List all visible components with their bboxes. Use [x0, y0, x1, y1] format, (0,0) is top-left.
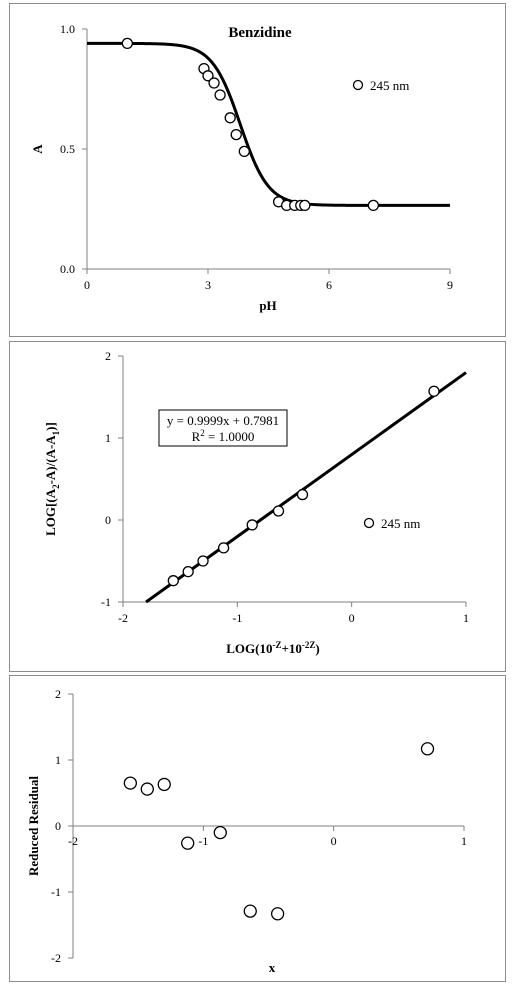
data-point: [224, 112, 236, 124]
x-axis-label: x: [269, 960, 276, 975]
x-tick-label: 0: [331, 834, 337, 848]
x-tick-label: 0: [84, 278, 90, 292]
data-point: [181, 836, 195, 850]
data-point: [197, 555, 209, 567]
data-point: [428, 385, 440, 397]
y-axis-label: Reduced Residual: [26, 776, 41, 876]
equation-line-2-part: = 1.0000: [205, 429, 255, 444]
data-point: [202, 70, 214, 82]
y-tick-label: 1: [105, 431, 111, 445]
data-point: [243, 904, 257, 918]
equation-line-2-part: 2: [200, 428, 205, 438]
legend-marker: [363, 517, 375, 529]
legend-marker: [352, 79, 364, 91]
data-point: [213, 825, 227, 840]
equation-line-2: R2 = 1.0000: [192, 428, 255, 444]
data-point: [140, 782, 154, 796]
y-tick-label: -1: [101, 595, 111, 609]
x-axis-label-part: -Z: [272, 640, 281, 650]
x-tick-label: -1: [232, 611, 242, 625]
data-point: [270, 907, 285, 921]
y-tick-label: 2: [105, 349, 111, 363]
y-tick-label: -1: [51, 885, 61, 899]
data-point: [157, 777, 171, 792]
data-point: [123, 776, 137, 790]
data-point: [217, 542, 230, 554]
x-tick-label: -2: [118, 611, 128, 625]
y-tick-label: 0.0: [60, 262, 75, 276]
y-tick-label: 0: [55, 819, 61, 833]
data-point: [167, 575, 179, 587]
y-axis-label-part: LOG[(A: [43, 488, 58, 536]
x-axis-label-part: ): [315, 641, 319, 656]
data-point: [208, 77, 220, 89]
equation-box: [158, 409, 288, 447]
data-point: [121, 37, 133, 50]
data-point: [246, 519, 258, 531]
y-axis-label-part: )]: [43, 422, 58, 431]
panel-benzidine-absorbance: 0 3 6 9 0.0 0.5 1.0 Benzidine 245 nm pH A: [9, 3, 506, 337]
equation-line-1: y = 0.9999x + 0.7981: [167, 413, 279, 428]
y-tick-label: 0.5: [60, 142, 75, 156]
fit-curve: [87, 41, 450, 207]
panel-log-linearization: -2 -1 0 1 -1 0 1 2 y = 0.9999x + 0.7981 R2 = 1.00…: [9, 341, 506, 672]
data-point: [367, 199, 380, 212]
y-axis-label-part: -A)/(A-A: [43, 435, 58, 485]
data-point: [214, 89, 226, 101]
x-tick-label: 9: [447, 278, 453, 292]
data-point: [182, 566, 194, 578]
data-point: [238, 145, 250, 158]
equation-line-2-part: R: [192, 429, 201, 444]
legend-label: 245 nm: [370, 78, 409, 93]
x-tick-label: 3: [205, 278, 211, 292]
x-tick-label: 6: [326, 278, 332, 292]
x-axis-label-part: LOG(10: [226, 641, 272, 656]
x-tick-label: -1: [198, 834, 208, 848]
x-axis-label-part: +10: [281, 641, 301, 656]
x-axis-label: pH: [259, 298, 276, 313]
chart-reduced-residual: -2 -1 0 1 -2 -1 0 1 2 x Reduced Residual: [26, 687, 467, 975]
fit-line: [145, 371, 467, 604]
y-tick-label: 0: [105, 513, 111, 527]
x-tick-label: 1: [461, 834, 467, 848]
y-axis-label: LOG[(A2-A)/(A-A1)]: [43, 422, 61, 536]
x-tick-label: -2: [68, 834, 78, 848]
legend-label: 245 nm: [381, 516, 420, 531]
y-tick-label: 2: [55, 687, 61, 701]
y-axis-label-part: 1: [51, 430, 61, 435]
x-axis-label-part: -2Z: [302, 640, 316, 650]
y-axis-label-part: 2: [51, 484, 61, 489]
data-point: [299, 199, 311, 212]
x-tick-label: 0: [349, 611, 355, 625]
y-tick-label: 1.0: [60, 22, 75, 36]
chart-title: Benzidine: [228, 25, 292, 41]
y-tick-label: 1: [55, 753, 61, 767]
data-point: [420, 742, 435, 756]
y-tick-label: -2: [51, 951, 61, 965]
data-point: [272, 505, 285, 517]
panel-reduced-residual: -2 -1 0 1 -2 -1 0 1 2 x Reduced Residual: [9, 675, 506, 982]
data-point: [296, 488, 309, 501]
x-tick-label: 1: [463, 611, 469, 625]
y-axis-label: A: [30, 144, 45, 154]
x-axis-label: LOG(10-Z+10-2Z): [226, 640, 320, 656]
data-point: [230, 128, 242, 141]
chart-absorbance-vs-ph: 0 3 6 9 0.0 0.5 1.0 Benzidine 245 nm pH A: [30, 22, 453, 313]
